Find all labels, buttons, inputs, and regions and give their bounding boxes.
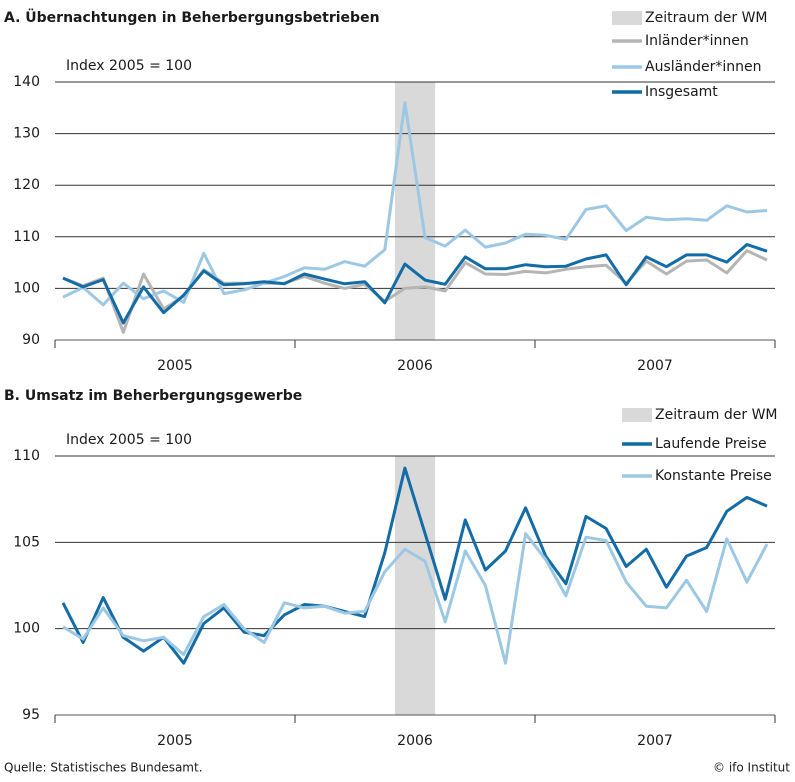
- chart-title: A. Übernachtungen in Beherbergungsbetrie…: [4, 8, 380, 26]
- y-tick-label: 105: [13, 534, 40, 550]
- legend-label: Konstante Preise: [655, 468, 772, 484]
- y-tick-label: 130: [13, 126, 40, 142]
- series-line: [62, 243, 768, 325]
- legend-label: Laufende Preise: [655, 436, 767, 452]
- x-tick-label: 2005: [157, 358, 193, 374]
- y-tick-label: 100: [13, 621, 40, 637]
- y-tick-label: 110: [13, 229, 40, 245]
- x-tick-label: 2007: [637, 733, 673, 749]
- chart-title: B. Umsatz im Beherbergungsgewerbe: [4, 388, 302, 404]
- y-tick-label: 120: [13, 177, 40, 193]
- series-line: [62, 532, 769, 665]
- source: Quelle: Statistisches Bundesamt.: [4, 761, 203, 775]
- y-tick-label: 90: [22, 332, 40, 348]
- annotation: Index 2005 = 100: [66, 58, 192, 74]
- x-tick-label: 2006: [397, 358, 433, 374]
- legend-swatch: [612, 11, 642, 25]
- legend-label: Zeitraum der WM: [655, 407, 778, 423]
- y-tick-label: 95: [22, 707, 40, 723]
- legend-label: Ausländer*innen: [645, 59, 761, 75]
- credit: © ifo Institut: [713, 761, 790, 775]
- series-line: [62, 101, 768, 307]
- series-line: [61, 466, 768, 665]
- x-tick-label: 2005: [157, 733, 193, 749]
- annotation: Index 2005 = 100: [66, 432, 192, 448]
- y-tick-label: 140: [13, 74, 40, 90]
- legend-label: Inländer*innen: [645, 33, 749, 49]
- legend-label: Zeitraum der WM: [645, 10, 768, 26]
- legend-swatch: [622, 408, 652, 422]
- y-tick-label: 100: [13, 280, 40, 296]
- x-tick-label: 2007: [637, 358, 673, 374]
- y-tick-label: 110: [13, 448, 40, 464]
- legend-label: Insgesamt: [645, 84, 718, 100]
- x-tick-label: 2006: [397, 733, 433, 749]
- highlight: [394, 456, 436, 715]
